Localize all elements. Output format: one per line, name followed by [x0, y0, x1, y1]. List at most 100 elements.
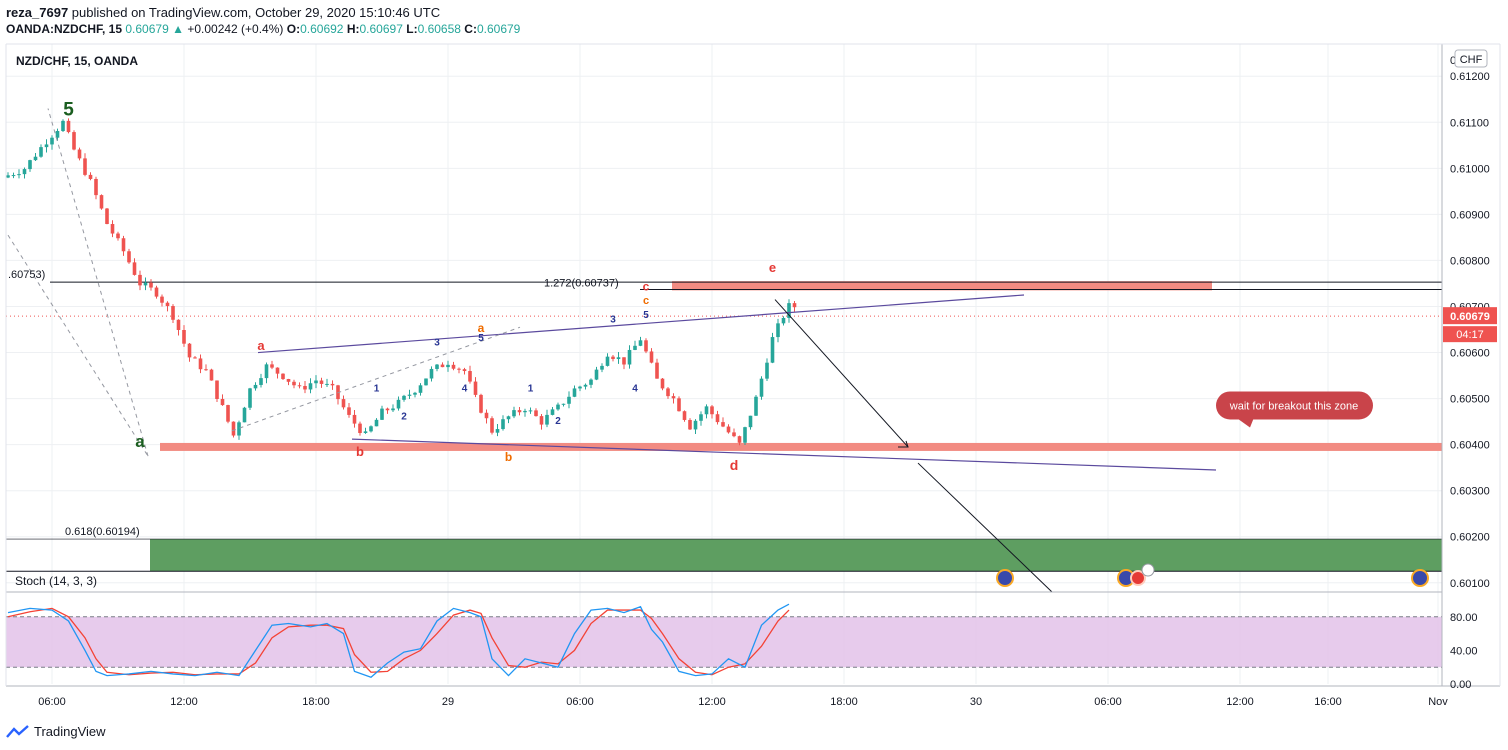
candle-body — [39, 147, 43, 157]
candle-body — [55, 131, 60, 138]
stoch-tick-label: 80.00 — [1450, 612, 1478, 624]
candle-body — [501, 419, 505, 430]
time-tick-label: 18:00 — [302, 696, 330, 708]
time-tick-label: 06:00 — [566, 696, 594, 708]
candle-body — [22, 169, 27, 175]
candle-body — [594, 369, 599, 380]
price-tick-label: 0.60200 — [1450, 532, 1490, 544]
candle-body — [759, 378, 764, 397]
candle-body — [671, 396, 676, 399]
candle-body — [589, 379, 593, 385]
time-tick-label: 16:00 — [1314, 696, 1342, 708]
candle-body — [435, 364, 439, 369]
candle-body — [154, 287, 159, 297]
low-value: 0.60658 — [417, 22, 461, 36]
candle-body — [325, 383, 329, 385]
candle-body — [402, 395, 406, 400]
candle-body — [303, 386, 307, 390]
candle-body — [770, 337, 775, 363]
stoch-tick-label: 40.00 — [1450, 645, 1478, 657]
candle-body — [83, 158, 87, 175]
fib-0618-label: 0.618(0.60194) — [65, 526, 140, 538]
candle-body — [638, 340, 643, 346]
candle-body — [666, 388, 670, 397]
candle-body — [776, 323, 780, 338]
candle-body — [754, 396, 758, 416]
price-tick-label: 0.60600 — [1450, 348, 1490, 360]
candle-body — [600, 365, 604, 370]
candle-body — [567, 396, 571, 404]
candle-body — [198, 358, 203, 370]
candle-body — [314, 380, 318, 384]
wave-label: e — [769, 260, 776, 275]
drawings: wait for breakout this zone — [7, 108, 1429, 593]
candle-body — [451, 364, 456, 369]
zones — [6, 281, 1442, 572]
candle-body — [627, 349, 632, 365]
time-tick-label: 30 — [970, 696, 982, 708]
published-text: published on TradingView.com, October 29… — [71, 5, 441, 20]
wave-label: 3 — [610, 315, 616, 326]
wave-label: 5 — [478, 333, 484, 344]
time-tick-label: 18:00 — [830, 696, 858, 708]
candle-body — [105, 208, 109, 225]
candle-body — [781, 317, 786, 324]
candle-body — [220, 398, 225, 406]
price-tick-label: 0.60500 — [1450, 394, 1490, 406]
candle-body — [77, 149, 82, 159]
candle-body — [726, 426, 731, 433]
candle-body — [468, 371, 472, 382]
high-label: H: — [346, 22, 360, 36]
candle-body — [688, 419, 692, 430]
candle-body — [611, 356, 615, 360]
candle-body — [66, 120, 71, 133]
currency-badge — [1454, 49, 1488, 68]
wave-label: c — [643, 295, 649, 307]
candle-body — [204, 369, 208, 371]
candle-body — [484, 412, 489, 419]
price-tick-label: 0.60800 — [1450, 255, 1490, 267]
candle-body — [721, 422, 725, 427]
candle-body — [787, 303, 791, 318]
author-name[interactable]: reza_7697 — [6, 5, 69, 20]
candle-body — [88, 174, 93, 179]
candle-body — [644, 340, 648, 352]
candle-body — [6, 175, 10, 178]
candle-body — [715, 414, 720, 423]
candle-body — [649, 351, 654, 363]
resistance-zone — [672, 281, 1212, 291]
support-zone-line — [160, 442, 1442, 451]
candle-body — [710, 406, 714, 415]
candle-body — [369, 426, 373, 432]
wave-label: 1 — [374, 384, 380, 395]
fib-1272-label: 1.272(0.60737) — [544, 277, 619, 289]
wave-label: a — [257, 338, 265, 353]
wave-label: 2 — [401, 411, 407, 422]
time-tick-label: 12:00 — [1226, 696, 1254, 708]
stoch-d-line — [7, 607, 790, 676]
event-count-badge — [1141, 563, 1155, 577]
candle-body — [413, 392, 417, 395]
candle-body — [231, 421, 236, 436]
price-tick-label: 0.60900 — [1450, 209, 1490, 221]
candle-body — [264, 364, 269, 379]
close-label: C: — [464, 22, 477, 36]
candle-body — [578, 386, 582, 389]
up-triangle-icon: ▲ — [172, 22, 184, 36]
candle-body — [517, 410, 522, 413]
candle-body — [765, 362, 769, 379]
candle-body — [171, 306, 175, 320]
candle-body — [358, 423, 362, 434]
wave-label: b — [505, 450, 512, 464]
time-tick-label: 06:00 — [1094, 696, 1122, 708]
footer-brand[interactable]: TradingView — [34, 724, 106, 739]
candle-body — [330, 383, 335, 386]
candle-body — [259, 378, 263, 385]
breakdown-line — [917, 462, 1053, 593]
candle-body — [655, 362, 659, 379]
fib-dashed-line-1 — [7, 234, 149, 457]
candle-body — [748, 415, 753, 428]
publish-line: reza_7697 published on TradingView.com, … — [6, 5, 440, 20]
candle-body — [473, 381, 478, 395]
